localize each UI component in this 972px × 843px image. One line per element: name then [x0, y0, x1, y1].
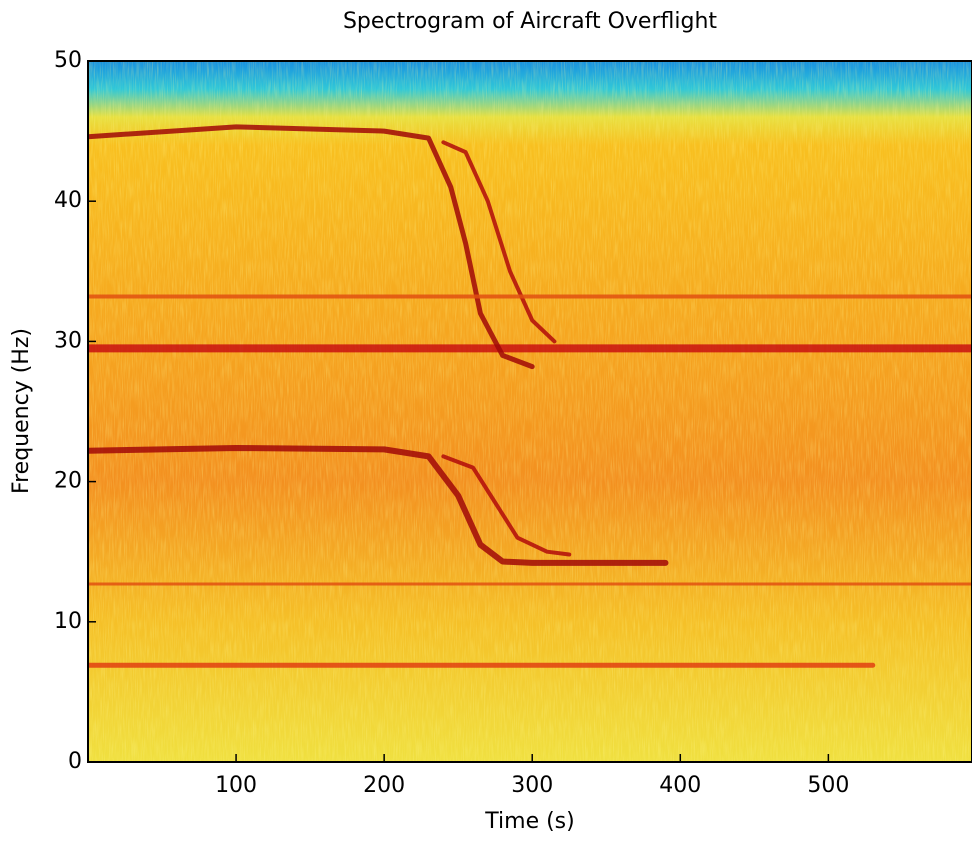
y-tick-label: 0	[68, 749, 82, 774]
y-tick-label: 50	[54, 48, 82, 73]
tone-track	[441, 140, 557, 344]
y-axis-label: Frequency (Hz)	[9, 328, 34, 494]
x-tick-label: 300	[511, 773, 553, 798]
chart-title: Spectrogram of Aircraft Overflight	[343, 9, 717, 34]
y-tick-label: 20	[54, 469, 82, 494]
x-tick-label: 500	[807, 773, 849, 798]
x-tick-label: 200	[363, 773, 405, 798]
spectrogram-noise	[88, 61, 972, 762]
tone-track	[88, 444, 669, 566]
tone-track	[441, 454, 572, 557]
x-tick-label: 100	[215, 773, 257, 798]
x-tick-label: 400	[659, 773, 701, 798]
x-axis-label: Time (s)	[484, 809, 574, 834]
tone-track	[88, 124, 535, 370]
y-tick-label: 30	[54, 328, 82, 353]
y-tick-label: 10	[54, 609, 82, 634]
y-tick-label: 40	[54, 188, 82, 213]
plot-frame	[87, 60, 972, 763]
plot-area	[88, 124, 972, 668]
